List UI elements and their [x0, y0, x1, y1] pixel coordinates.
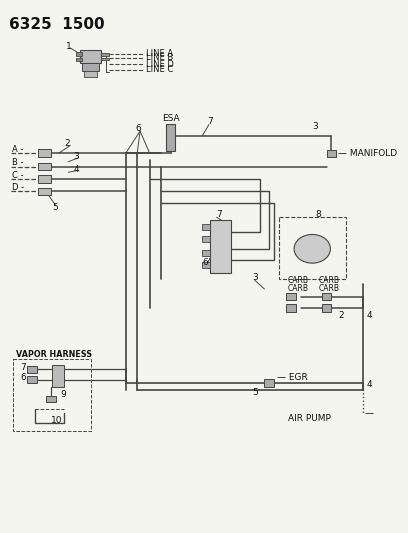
Bar: [82, 63, 99, 71]
Bar: [38, 175, 51, 183]
Text: 5: 5: [52, 203, 58, 212]
Text: 10: 10: [51, 416, 62, 425]
Text: 2: 2: [338, 311, 344, 320]
Bar: [38, 149, 51, 157]
Text: LINE A: LINE A: [146, 49, 173, 58]
Text: — EGR: — EGR: [277, 374, 308, 383]
Text: AIR PUMP: AIR PUMP: [288, 414, 331, 423]
Bar: [101, 53, 109, 55]
Text: LINE B: LINE B: [146, 53, 173, 62]
Text: — MANIFOLD: — MANIFOLD: [338, 149, 397, 158]
Bar: [38, 188, 51, 195]
Text: 8: 8: [315, 210, 321, 219]
Bar: [202, 262, 210, 268]
Bar: [38, 163, 51, 171]
Bar: [13, 359, 91, 431]
Text: 4: 4: [367, 380, 373, 389]
Bar: [210, 220, 231, 273]
Text: B -: B -: [12, 158, 23, 167]
Text: 7: 7: [20, 363, 26, 372]
Bar: [80, 50, 101, 63]
Text: 3: 3: [252, 273, 258, 282]
Bar: [202, 224, 210, 230]
Text: ESA: ESA: [162, 114, 180, 123]
Bar: [101, 58, 109, 60]
Bar: [202, 250, 210, 255]
Text: 6: 6: [135, 124, 141, 133]
Text: CARB: CARB: [287, 276, 308, 285]
Bar: [27, 376, 37, 383]
Bar: [322, 293, 331, 301]
Text: 5: 5: [252, 388, 258, 397]
Bar: [166, 125, 175, 151]
Bar: [279, 217, 346, 279]
Text: 3: 3: [312, 122, 318, 131]
Bar: [76, 52, 82, 55]
Text: 6: 6: [202, 257, 208, 266]
Bar: [47, 395, 56, 402]
Text: 6: 6: [20, 374, 26, 383]
Bar: [202, 236, 210, 242]
Bar: [326, 150, 336, 157]
Text: CARB: CARB: [319, 285, 340, 294]
Bar: [84, 71, 97, 77]
Text: CARB: CARB: [287, 285, 308, 294]
Bar: [286, 304, 296, 312]
Bar: [76, 58, 82, 61]
Text: —: —: [365, 409, 374, 418]
Text: 2: 2: [64, 139, 70, 148]
Bar: [286, 293, 296, 301]
Text: LINE C: LINE C: [146, 66, 173, 75]
Text: C -: C -: [12, 171, 23, 180]
Bar: [52, 366, 64, 386]
Bar: [27, 366, 37, 373]
Text: 4: 4: [367, 311, 373, 320]
Ellipse shape: [294, 235, 330, 263]
Text: 1: 1: [67, 43, 72, 52]
Text: 7: 7: [207, 117, 213, 126]
Text: LINE D: LINE D: [146, 60, 174, 69]
Text: 9: 9: [61, 390, 67, 399]
Text: 3: 3: [73, 152, 79, 161]
Text: 6325  1500: 6325 1500: [9, 17, 105, 31]
Text: CARB: CARB: [319, 276, 340, 285]
Text: 4: 4: [73, 165, 79, 174]
Text: VAPOR HARNESS: VAPOR HARNESS: [16, 350, 92, 359]
Text: D -: D -: [12, 183, 24, 192]
Bar: [264, 379, 274, 386]
Text: 7: 7: [217, 210, 222, 219]
Bar: [322, 304, 331, 312]
Text: A -: A -: [12, 145, 23, 154]
